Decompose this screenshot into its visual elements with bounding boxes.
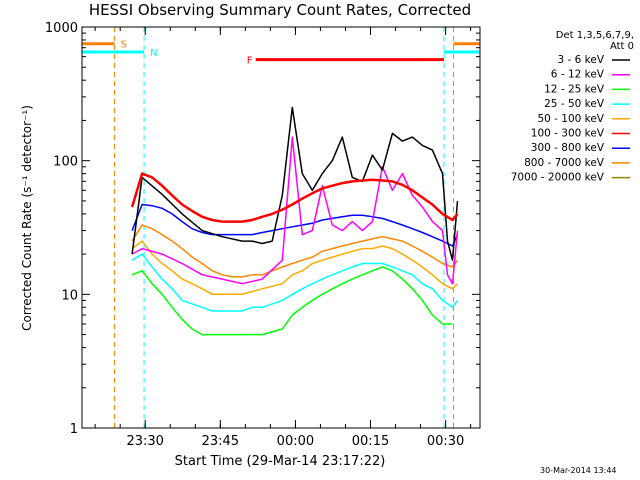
series-line [131, 240, 459, 296]
x-tick-label: 00:30 [427, 434, 464, 449]
x-axis-label: Start Time (29-Mar-14 23:17:22) [174, 454, 386, 469]
legend-entry: 25 - 50 keV [544, 98, 605, 110]
series-line [131, 266, 453, 336]
y-tick-label: 100 [53, 155, 78, 170]
legend-entry: 12 - 25 keV [544, 83, 605, 95]
y-tick-label: 1 [70, 422, 78, 437]
x-tick-label: 00:00 [277, 434, 314, 449]
legend-entry: 50 - 100 keV [537, 113, 604, 125]
y-axis-label: Corrected Count Rate (s⁻¹ detector⁻¹) [20, 105, 34, 331]
series-line [131, 253, 459, 312]
series-line [131, 224, 459, 278]
series-line [131, 106, 459, 261]
legend-entry: 3 - 6 keV [557, 54, 604, 66]
series-line [131, 136, 459, 285]
x-tick-label: 23:30 [126, 434, 163, 449]
annotation-label-S: S [121, 40, 127, 51]
annotation-label-N: N [150, 48, 157, 59]
plot-frame [81, 26, 481, 429]
legend-header: Att 0 [610, 41, 634, 52]
series-line [130, 172, 459, 223]
y-tick-label: 1000 [45, 21, 78, 36]
legend-entry: 100 - 300 keV [531, 128, 605, 140]
x-tick-label: 00:15 [352, 434, 389, 449]
footer-datestamp: 30-Mar-2014 13:44 [540, 466, 617, 475]
legend-entry: 7000 - 20000 keV [511, 172, 605, 184]
legend-entry: 300 - 800 keV [531, 142, 605, 154]
legend-entry: 800 - 7000 keV [524, 157, 605, 169]
y-tick-label: 10 [61, 288, 78, 303]
x-tick-label: 23:45 [202, 434, 239, 449]
legend-header: Det 1,3,5,6,7,9, [556, 30, 634, 41]
legend-entry: 6 - 12 keV [551, 69, 605, 81]
annotation-label-F: F [247, 56, 253, 67]
series-line [131, 203, 459, 247]
chart-title: HESSI Observing Summary Count Rates, Cor… [88, 1, 472, 19]
